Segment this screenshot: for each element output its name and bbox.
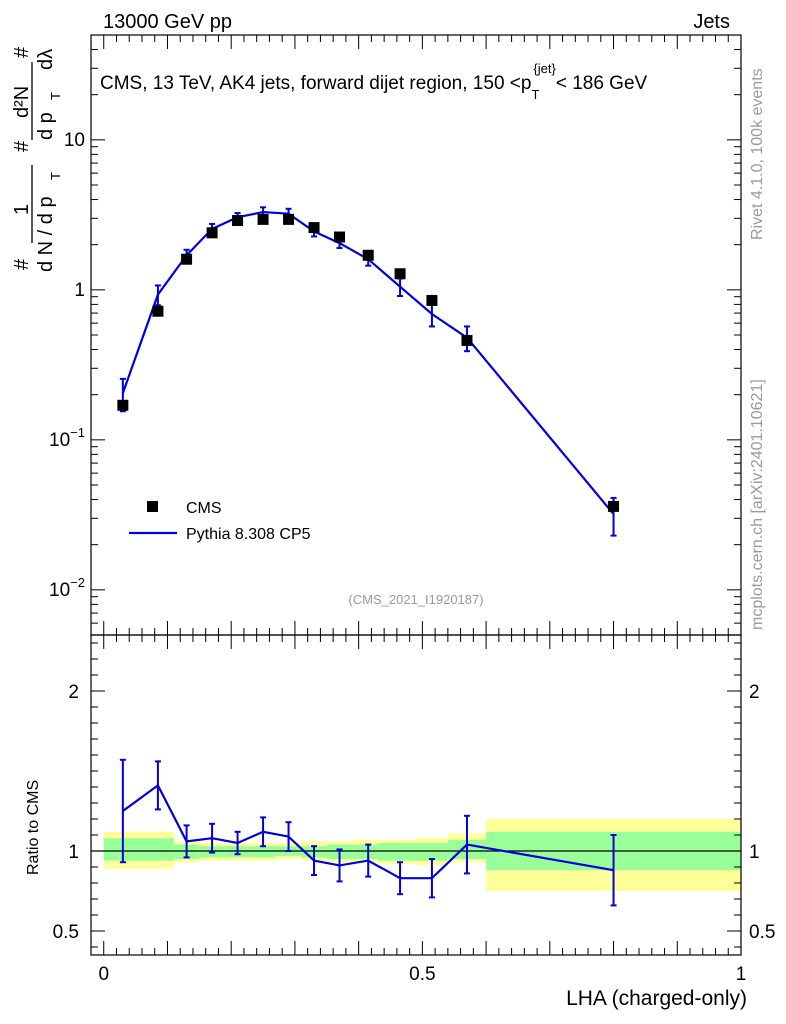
cms-data-point [206,227,218,239]
plot-title-tail: < 186 GeV [556,73,648,94]
x-tick-label: 1 [736,964,747,985]
mcplots-label: mcplots.cern.ch [arXiv:2401.10621] [749,379,766,630]
cms-data-point [152,305,164,317]
cms-data-point [308,222,320,234]
ratio-y-tick-label-right: 0.5 [749,922,775,943]
main-y-tick-label: 10−1 [49,425,85,451]
cms-data-point [257,213,269,225]
ratio-curve [122,783,614,880]
ratio-y-tick-label-left: 1 [68,842,79,863]
cms-data-point [117,399,129,411]
cms-data-point [283,213,295,225]
header-right: Jets [693,11,730,33]
main-y-tick-label: 10−2 [49,575,85,601]
ratio-y-tick-label-left: 2 [68,682,79,703]
ylabel-T2: T [48,92,63,100]
cms-data-point [232,214,244,226]
ratio-y-label: Ratio to CMS [25,780,42,875]
plot-title-sub: T [531,87,539,102]
ylabel-dpT: d p [35,112,57,140]
main-frame [90,34,742,636]
cms-data-point [426,294,438,306]
ratio-y-tick-label-left: 0.5 [53,922,79,943]
legend-cms-marker [147,501,158,512]
legend-mc-label: Pythia 8.308 CP5 [186,526,311,543]
main-y-tick-label: 1 [74,280,85,301]
cms-data-point [362,249,374,261]
analysis-watermark: (CMS_2021_I1920187) [348,592,483,607]
ylabel-T: T [48,172,63,180]
legend: CMS Pythia 8.308 CP5 [129,500,311,543]
ratio-y-tick-label-right: 1 [749,842,760,863]
ylabel-d2N: d²N [11,86,33,118]
cms-data-point [334,231,346,243]
ratio-band-inner [352,844,378,859]
x-tick-label: 0 [98,964,109,985]
ylabel-dl: dλ [35,49,57,70]
ratio-y-tick-label-right: 2 [749,682,760,703]
cms-data-point [461,334,473,346]
legend-cms-label: CMS [186,500,222,517]
ratio-bands [91,819,741,891]
ratio-band-inner [377,843,416,861]
ratio-band-inner [103,838,174,861]
ylabel-hash-1: # [11,258,33,270]
plot-title-main: CMS, 13 TeV, AK4 jets, forward dijet reg… [100,73,531,94]
ratio-band-inner [250,846,276,858]
cms-data-point [181,253,193,265]
x-axis-label: LHA (charged-only) [566,987,747,1010]
ylabel-dN: d N / d p [35,196,57,272]
x-tick-label: 0.5 [409,964,435,985]
rivet-label: Rivet 4.1.0, 100k events [749,68,766,240]
main-y-tick-label: 10 [64,130,85,151]
mc-curve [121,210,615,515]
cms-data-point [608,500,620,512]
ylabel-hash-2: # [11,140,33,152]
ratio-frame [90,634,742,956]
header-left: 13000 GeV pp [103,11,232,33]
y-axis-label-main: # 1 d N / d p T # d²N d p T dλ # [11,46,63,272]
main-plot [117,206,620,537]
plot-title: CMS, 13 TeV, AK4 jets, forward dijet reg… [100,61,648,102]
ylabel-one: 1 [11,204,33,215]
ratio-band-inner [416,843,448,861]
plot-title-sup: {jet} [533,61,556,76]
ylabel-hash-3: # [11,46,33,58]
ratio-plot [119,758,617,907]
cms-data-point [394,268,406,280]
